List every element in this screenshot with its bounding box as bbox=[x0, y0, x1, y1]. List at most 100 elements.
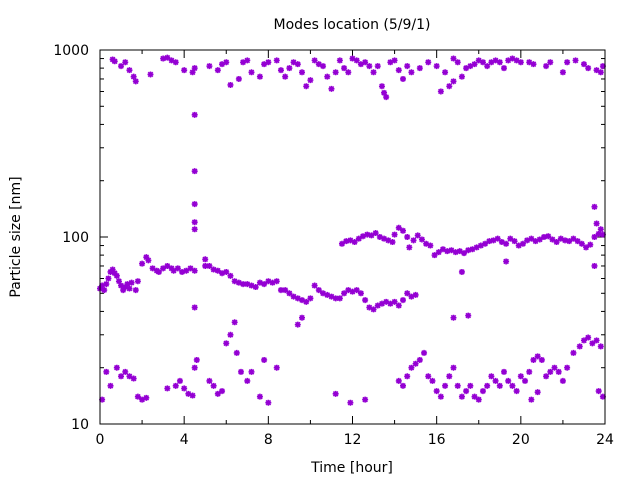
data-point bbox=[505, 377, 512, 384]
data-point bbox=[118, 282, 125, 289]
data-point bbox=[248, 368, 255, 375]
data-point bbox=[374, 302, 381, 309]
y-tick-label: 100 bbox=[62, 230, 89, 246]
data-point bbox=[591, 203, 598, 210]
data-point bbox=[511, 238, 518, 245]
data-point bbox=[122, 59, 129, 66]
data-point bbox=[324, 291, 331, 298]
data-point bbox=[256, 393, 263, 400]
data-point bbox=[130, 73, 137, 80]
data-point bbox=[353, 57, 360, 64]
data-point bbox=[400, 227, 406, 234]
data-point bbox=[256, 73, 263, 80]
data-point bbox=[528, 396, 535, 403]
data-point bbox=[465, 247, 472, 254]
data-point bbox=[467, 63, 474, 70]
data-point bbox=[118, 63, 125, 70]
data-point bbox=[286, 290, 293, 297]
data-point bbox=[101, 287, 108, 294]
data-point bbox=[107, 382, 114, 389]
data-point bbox=[202, 262, 209, 269]
data-point bbox=[555, 368, 562, 375]
data-point bbox=[343, 238, 350, 245]
data-point bbox=[381, 235, 388, 242]
data-point bbox=[113, 272, 120, 279]
data-point bbox=[463, 65, 470, 72]
data-point bbox=[463, 388, 470, 395]
data-point bbox=[471, 61, 478, 68]
data-point bbox=[107, 268, 114, 275]
data-point bbox=[458, 268, 465, 275]
data-point bbox=[164, 385, 171, 392]
data-point bbox=[128, 279, 135, 286]
data-point bbox=[517, 59, 524, 66]
data-point bbox=[488, 59, 495, 66]
data-point bbox=[408, 293, 415, 300]
data-point bbox=[299, 69, 305, 76]
data-point bbox=[442, 382, 449, 389]
data-point bbox=[332, 295, 339, 302]
data-point bbox=[248, 282, 255, 289]
data-point bbox=[315, 61, 322, 68]
data-point bbox=[425, 59, 432, 66]
data-point bbox=[557, 235, 564, 242]
x-tick-label: 20 bbox=[512, 432, 530, 448]
data-point bbox=[585, 65, 592, 72]
data-point bbox=[357, 290, 364, 297]
data-point bbox=[366, 63, 373, 70]
data-point bbox=[589, 340, 596, 347]
data-point bbox=[120, 287, 127, 294]
data-point bbox=[385, 237, 392, 244]
data-point bbox=[576, 343, 583, 350]
data-point bbox=[496, 382, 503, 389]
data-point bbox=[517, 373, 524, 380]
data-point bbox=[492, 57, 499, 64]
data-point bbox=[583, 244, 590, 251]
data-point bbox=[149, 265, 156, 272]
data-point bbox=[240, 281, 247, 288]
data-point bbox=[181, 67, 188, 74]
data-point bbox=[572, 57, 579, 64]
data-point bbox=[553, 239, 560, 246]
data-point bbox=[540, 234, 547, 240]
data-point bbox=[328, 293, 335, 300]
data-point bbox=[395, 67, 402, 74]
data-point bbox=[532, 238, 539, 245]
data-point bbox=[214, 390, 221, 397]
data-point bbox=[130, 375, 137, 382]
data-point bbox=[328, 85, 335, 92]
data-point bbox=[134, 393, 141, 400]
data-point bbox=[332, 69, 339, 76]
x-axis-label: Time [hour] bbox=[310, 460, 393, 476]
data-point bbox=[562, 237, 569, 244]
data-point bbox=[265, 278, 272, 285]
data-point bbox=[324, 73, 331, 80]
data-point bbox=[595, 388, 602, 395]
data-point bbox=[450, 314, 457, 321]
data-point bbox=[479, 388, 486, 395]
data-point bbox=[580, 337, 587, 344]
data-point bbox=[145, 257, 152, 264]
data-point bbox=[160, 265, 167, 272]
data-point bbox=[227, 331, 234, 338]
data-point bbox=[496, 59, 503, 66]
data-point bbox=[303, 83, 310, 90]
data-point bbox=[191, 226, 198, 233]
data-point bbox=[126, 373, 133, 380]
data-point bbox=[530, 356, 537, 363]
data-point bbox=[244, 281, 251, 288]
data-point bbox=[458, 73, 465, 80]
data-point bbox=[549, 236, 556, 243]
data-point bbox=[193, 356, 200, 363]
data-point bbox=[564, 364, 571, 371]
data-point bbox=[189, 69, 196, 76]
data-point bbox=[591, 262, 598, 269]
data-point bbox=[223, 59, 230, 66]
data-point bbox=[461, 250, 468, 257]
data-point bbox=[450, 364, 457, 371]
data-point bbox=[277, 67, 284, 74]
data-point bbox=[290, 59, 297, 66]
y-tick-label: 10 bbox=[71, 417, 89, 433]
data-point bbox=[231, 319, 238, 326]
data-point bbox=[360, 233, 367, 240]
